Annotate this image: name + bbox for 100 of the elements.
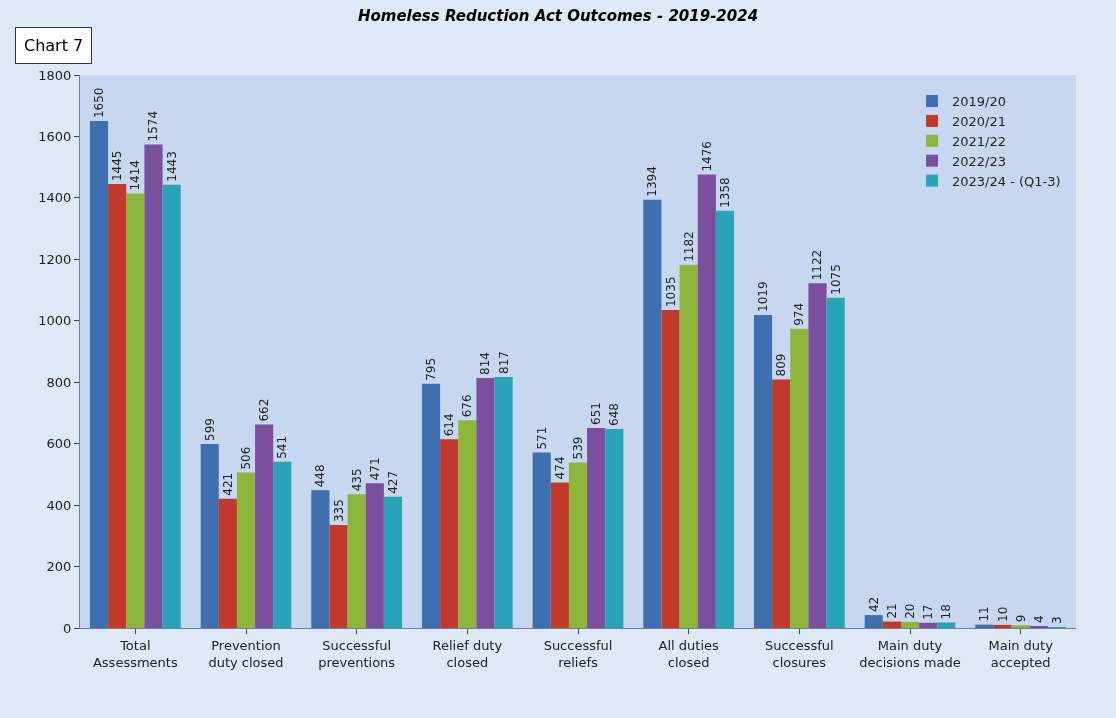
data-label: 1182 bbox=[681, 231, 696, 262]
data-label: 435 bbox=[349, 468, 364, 492]
y-tick-label: 1800 bbox=[38, 67, 72, 83]
bar bbox=[643, 199, 662, 628]
legend-label: 2019/20 bbox=[952, 94, 1007, 110]
bar bbox=[494, 377, 513, 628]
y-tick-label: 600 bbox=[46, 436, 72, 452]
data-label: 506 bbox=[239, 446, 253, 470]
y-tick-label: 1600 bbox=[38, 128, 72, 144]
data-label: 42 bbox=[866, 596, 881, 613]
bar bbox=[679, 264, 698, 628]
data-label: 448 bbox=[313, 464, 328, 488]
data-label: 795 bbox=[424, 357, 439, 381]
bar bbox=[144, 144, 163, 628]
x-tick-label: Successful closures bbox=[764, 637, 834, 670]
y-tick-label: 1000 bbox=[38, 313, 72, 329]
x-tick-label: Main duty accepted bbox=[988, 637, 1054, 670]
data-label: 539 bbox=[571, 436, 585, 460]
caption: Chart 7 bbox=[24, 36, 84, 55]
bar bbox=[550, 482, 569, 628]
bar bbox=[919, 622, 938, 628]
data-label: 21 bbox=[884, 603, 899, 619]
x-tick-label: Relief duty closed bbox=[432, 637, 503, 670]
bar bbox=[273, 461, 292, 628]
bar bbox=[421, 383, 441, 628]
data-label: 809 bbox=[774, 353, 789, 377]
bar bbox=[937, 622, 956, 628]
data-label: 335 bbox=[331, 499, 346, 523]
bar bbox=[605, 428, 624, 628]
bar bbox=[311, 490, 330, 628]
data-label: 1035 bbox=[663, 276, 678, 308]
data-label: 814 bbox=[478, 352, 493, 375]
data-label: 599 bbox=[202, 418, 217, 441]
data-label: 1574 bbox=[146, 110, 161, 142]
bar bbox=[218, 498, 237, 628]
x-tick-label: Prevention duty closed bbox=[208, 637, 284, 670]
data-label: 1476 bbox=[699, 140, 714, 172]
bar bbox=[568, 462, 588, 628]
bar bbox=[89, 121, 109, 628]
data-label: 1394 bbox=[645, 166, 660, 197]
data-label: 1650 bbox=[92, 87, 107, 119]
bar bbox=[715, 210, 735, 628]
bar bbox=[200, 443, 219, 628]
bar bbox=[108, 184, 127, 628]
bar bbox=[440, 439, 459, 628]
data-label: 3 bbox=[1049, 616, 1064, 624]
data-label: 571 bbox=[534, 426, 549, 450]
data-label: 4 bbox=[1031, 615, 1046, 623]
bar bbox=[458, 420, 477, 628]
bar bbox=[697, 174, 716, 628]
x-tick-label: All duties closed bbox=[658, 637, 719, 670]
data-label: 17 bbox=[921, 604, 936, 620]
legend-label: 2023/24 - (Q1-3) bbox=[952, 173, 1061, 189]
chart-title: Homeless Reduction Act Outcomes - 2019-2024 bbox=[357, 7, 759, 26]
legend-label: 2022/23 bbox=[952, 153, 1007, 169]
x-tick-label: Successful reliefs bbox=[543, 637, 613, 670]
data-label: 9 bbox=[1013, 614, 1028, 623]
bar bbox=[236, 472, 256, 628]
bar bbox=[255, 424, 274, 628]
y-tick-label: 200 bbox=[46, 559, 72, 575]
data-label: 1445 bbox=[110, 150, 125, 182]
data-label: 651 bbox=[589, 402, 604, 425]
x-tick-label: Successful preventions bbox=[318, 637, 396, 670]
y-tick-label: 0 bbox=[63, 620, 72, 636]
data-label: 1443 bbox=[164, 151, 179, 182]
legend-label: 2021/22 bbox=[952, 133, 1007, 149]
bar bbox=[826, 297, 845, 628]
data-label: 614 bbox=[442, 413, 457, 437]
bar bbox=[347, 494, 366, 628]
y-tick-label: 1200 bbox=[38, 251, 72, 267]
data-label: 471 bbox=[367, 457, 382, 481]
bar bbox=[772, 379, 791, 628]
bar bbox=[864, 615, 883, 628]
data-label: 1122 bbox=[810, 249, 825, 281]
data-label: 662 bbox=[257, 398, 272, 422]
bar bbox=[587, 428, 606, 628]
data-label: 18 bbox=[939, 604, 954, 620]
y-tick-label: 1400 bbox=[38, 190, 72, 206]
data-label: 676 bbox=[460, 394, 475, 418]
data-label: 648 bbox=[607, 403, 622, 426]
data-label: 817 bbox=[496, 351, 511, 374]
data-label: 10 bbox=[995, 606, 1010, 622]
data-label: 20 bbox=[903, 603, 917, 619]
bar bbox=[329, 525, 348, 628]
data-label: 11 bbox=[977, 606, 992, 622]
bar bbox=[126, 193, 145, 628]
data-label: 1358 bbox=[717, 177, 732, 208]
bar bbox=[365, 483, 384, 628]
y-tick-label: 400 bbox=[46, 497, 72, 513]
bar bbox=[1011, 625, 1030, 628]
bar bbox=[476, 377, 495, 628]
data-label: 974 bbox=[792, 302, 807, 326]
data-label: 474 bbox=[552, 456, 567, 480]
bar bbox=[383, 496, 403, 628]
data-label: 1414 bbox=[128, 160, 143, 191]
x-tick-label: Total Assessments bbox=[92, 637, 178, 670]
bar bbox=[162, 184, 181, 628]
bar bbox=[900, 621, 920, 628]
data-label: 1075 bbox=[828, 264, 843, 295]
data-label: 1019 bbox=[756, 281, 771, 312]
